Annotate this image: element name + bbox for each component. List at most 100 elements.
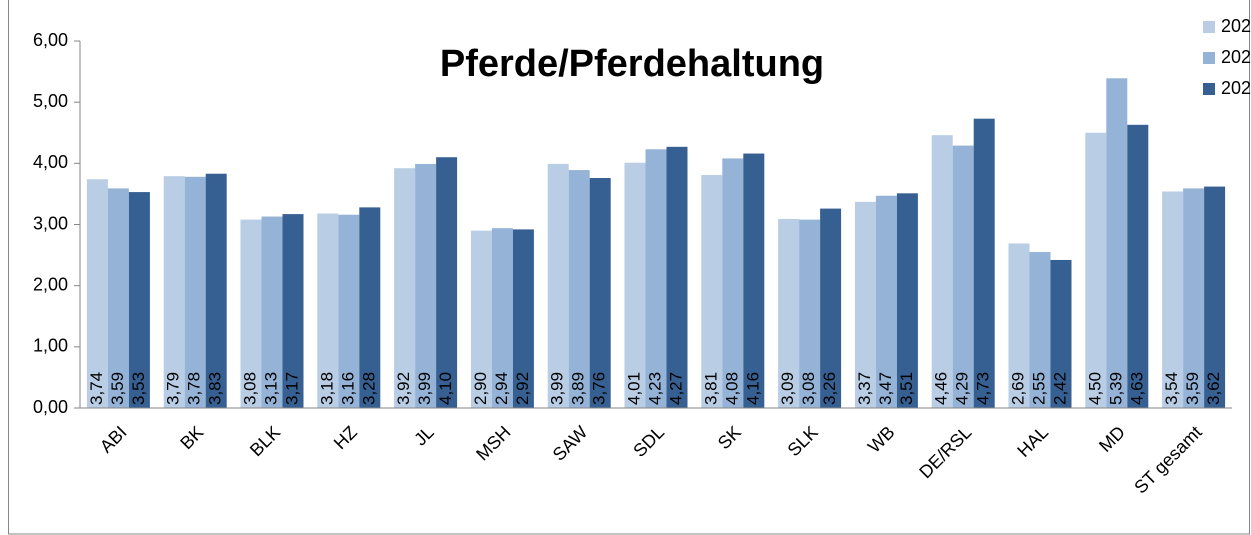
value-label: 4,08 xyxy=(722,372,741,405)
y-tick-label: 3,00 xyxy=(33,213,68,233)
legend-label: 2024 xyxy=(1221,78,1251,98)
bar xyxy=(743,153,765,408)
value-label: 4,16 xyxy=(743,372,762,405)
bar xyxy=(1106,78,1128,408)
value-label: 3,53 xyxy=(129,372,148,405)
value-label: 3,47 xyxy=(876,372,895,405)
value-label: 3,99 xyxy=(548,372,567,405)
value-label: 4,01 xyxy=(624,372,643,405)
bar xyxy=(799,219,821,408)
value-label: 3,08 xyxy=(799,372,818,405)
value-label: 3,54 xyxy=(1162,372,1181,405)
legend-swatch xyxy=(1203,83,1215,95)
bar xyxy=(163,176,185,408)
bar xyxy=(470,230,492,408)
bar xyxy=(547,163,569,408)
bar xyxy=(1204,186,1226,408)
value-label: 4,46 xyxy=(932,372,951,405)
legend-label: 2023 xyxy=(1221,47,1251,67)
bar xyxy=(1162,191,1184,408)
bar xyxy=(240,219,262,408)
bar xyxy=(282,214,304,408)
bar xyxy=(128,192,150,408)
value-label: 3,76 xyxy=(590,372,609,405)
bar xyxy=(1008,243,1030,408)
value-label: 3,62 xyxy=(1204,372,1223,405)
value-label: 4,27 xyxy=(666,372,685,405)
value-label: 3,09 xyxy=(778,372,797,405)
value-label: 3,26 xyxy=(820,372,839,405)
bar xyxy=(701,174,723,408)
bar xyxy=(1029,252,1051,408)
bar xyxy=(415,163,437,408)
bar xyxy=(896,193,918,408)
bar xyxy=(184,176,206,408)
value-label: 2,42 xyxy=(1050,372,1069,405)
bar xyxy=(1050,259,1072,408)
value-label: 2,69 xyxy=(1008,372,1027,405)
value-label: 3,51 xyxy=(897,372,916,405)
bar xyxy=(624,162,646,408)
legend-swatch xyxy=(1203,52,1215,64)
legend-swatch xyxy=(1203,21,1215,33)
value-label: 4,50 xyxy=(1085,372,1104,405)
value-label: 5,39 xyxy=(1106,372,1125,405)
bar xyxy=(1085,132,1107,408)
value-label: 4,10 xyxy=(436,372,455,405)
bar xyxy=(359,207,381,408)
bar xyxy=(512,229,534,408)
bar xyxy=(952,145,974,408)
y-tick-label: 0,00 xyxy=(33,397,68,417)
bar xyxy=(86,179,108,408)
bar xyxy=(107,188,129,408)
value-label: 3,16 xyxy=(338,372,357,405)
bar xyxy=(436,157,458,408)
bar xyxy=(875,195,897,408)
value-label: 4,23 xyxy=(645,372,664,405)
y-tick-label: 5,00 xyxy=(33,91,68,111)
value-label: 3,28 xyxy=(359,372,378,405)
value-label: 3,08 xyxy=(240,372,259,405)
y-tick-label: 1,00 xyxy=(33,336,68,356)
bar xyxy=(854,201,876,408)
value-label: 3,59 xyxy=(108,372,127,405)
bar xyxy=(1183,188,1205,408)
bar xyxy=(931,135,953,409)
y-tick-label: 6,00 xyxy=(33,30,68,50)
y-tick-label: 2,00 xyxy=(33,274,68,294)
bar xyxy=(722,158,744,408)
value-label: 3,83 xyxy=(206,372,225,405)
value-label: 3,78 xyxy=(185,372,204,405)
value-label: 2,94 xyxy=(492,372,511,405)
bar xyxy=(394,168,416,408)
value-label: 3,13 xyxy=(261,372,280,405)
bar xyxy=(261,216,283,408)
bar xyxy=(973,118,995,408)
value-label: 3,59 xyxy=(1183,372,1202,405)
bar xyxy=(491,228,513,408)
bar xyxy=(589,178,611,408)
bar xyxy=(317,213,339,408)
value-label: 3,92 xyxy=(394,372,413,405)
y-tick-label: 4,00 xyxy=(33,152,68,172)
value-label: 3,99 xyxy=(415,372,434,405)
bar xyxy=(666,146,688,408)
value-label: 4,29 xyxy=(953,372,972,405)
bar xyxy=(205,173,227,408)
value-label: 3,89 xyxy=(569,372,588,405)
value-label: 4,73 xyxy=(974,372,993,405)
bar xyxy=(820,208,842,408)
value-label: 3,18 xyxy=(317,372,336,405)
value-label: 3,37 xyxy=(855,372,874,405)
value-label: 2,55 xyxy=(1029,372,1048,405)
bar xyxy=(338,214,360,408)
value-label: 3,74 xyxy=(87,372,106,405)
bar xyxy=(645,149,667,408)
value-label: 3,79 xyxy=(164,372,183,405)
chart-title: Pferde/Pferdehaltung xyxy=(440,43,824,85)
value-label: 4,63 xyxy=(1127,372,1146,405)
value-label: 3,81 xyxy=(701,372,720,405)
bar xyxy=(778,218,800,408)
value-label: 2,92 xyxy=(513,372,532,405)
